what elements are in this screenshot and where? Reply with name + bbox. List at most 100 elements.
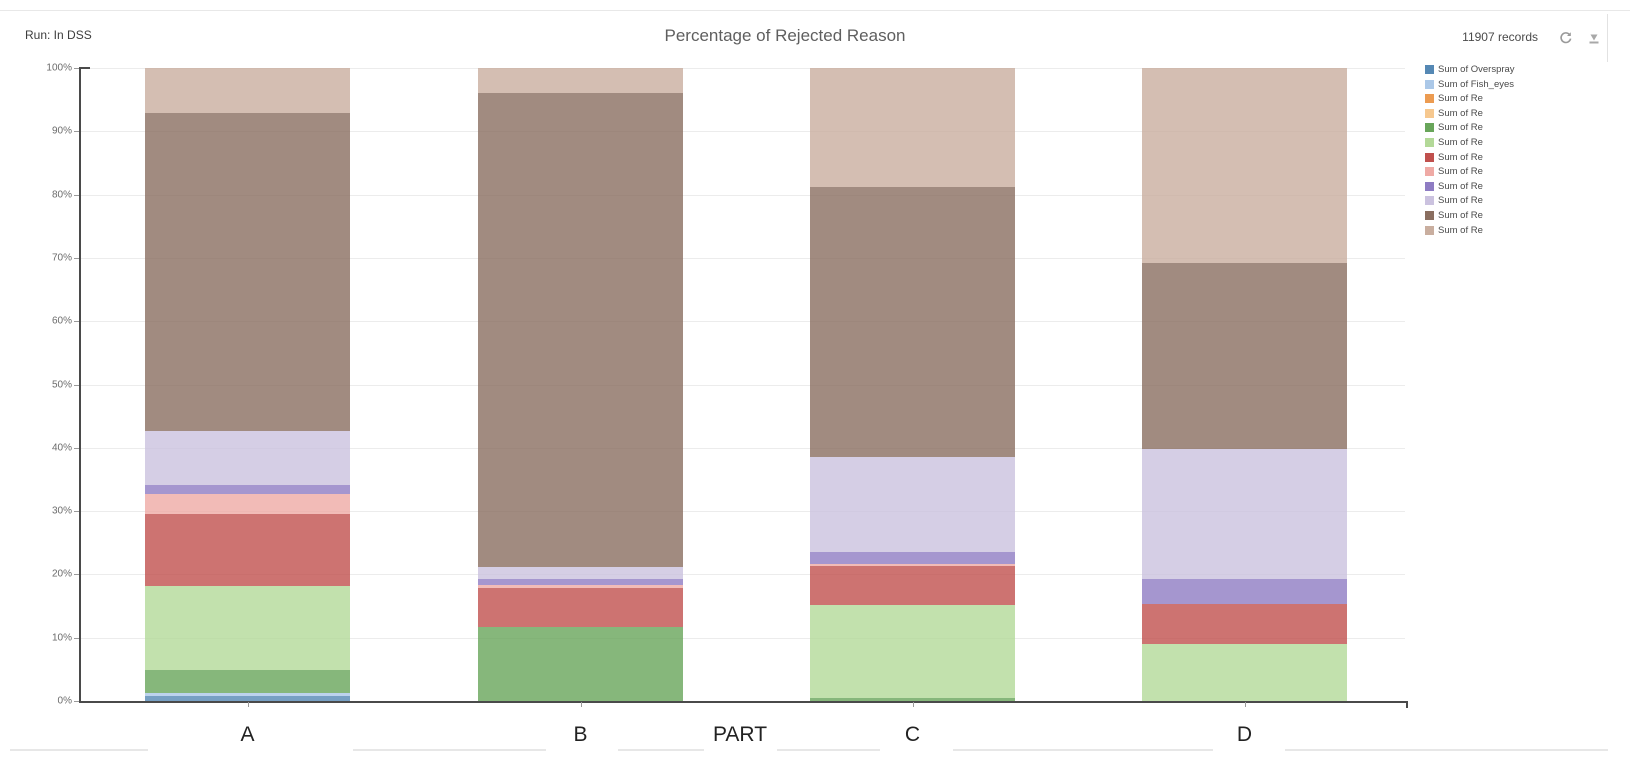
- legend-label: Sum of Re: [1438, 107, 1483, 119]
- legend-item[interactable]: Sum of Re: [1425, 224, 1483, 237]
- y-tick-label: 50%: [51, 379, 72, 390]
- legend-label: Sum of Re: [1438, 210, 1483, 221]
- bar-segment-C[interactable]: [810, 565, 1015, 605]
- legend-swatch: [1425, 181, 1434, 191]
- y-tick-label: 0%: [57, 695, 72, 707]
- gridline: [81, 194, 1405, 196]
- legend-label: Sum of Overspray: [1438, 64, 1515, 75]
- bar-segment-C[interactable]: [810, 604, 1015, 699]
- x-label-A: A: [240, 723, 255, 746]
- y-tick-label: 60%: [51, 315, 72, 327]
- run-label: Run: In DSS: [25, 28, 92, 42]
- y-tick: [74, 637, 80, 639]
- legend-item[interactable]: Sum of Fish_eyes: [1425, 78, 1514, 91]
- legend-item[interactable]: Sum of Re: [1425, 165, 1483, 178]
- axis-underline: [353, 749, 546, 751]
- bar-segment-D[interactable]: [1142, 262, 1347, 450]
- x-label-D: D: [1236, 723, 1253, 746]
- legend-swatch: [1425, 108, 1434, 118]
- axis-underline: [777, 749, 880, 751]
- x-label-B: B: [573, 723, 588, 746]
- bar-segment-A[interactable]: [145, 485, 350, 494]
- bar-segment-A[interactable]: [145, 695, 350, 701]
- axis-underline: [953, 749, 1213, 751]
- y-axis-line: [79, 67, 81, 702]
- y-tick-label: 10%: [51, 632, 72, 644]
- panel-divider: [1607, 14, 1608, 62]
- bar-segment-A[interactable]: [145, 68, 350, 113]
- bar-segment-D[interactable]: [1142, 603, 1347, 645]
- bar-segment-B[interactable]: [478, 68, 683, 93]
- y-tick: [74, 194, 80, 196]
- gridline: [81, 384, 1405, 386]
- bar-segment-A[interactable]: [145, 431, 350, 486]
- bar-segment-C[interactable]: [810, 457, 1015, 553]
- y-tick-label: 80%: [51, 189, 72, 201]
- legend-item[interactable]: Sum of Re: [1425, 194, 1483, 207]
- axis-underline: [10, 749, 148, 751]
- y-tick: [74, 447, 80, 449]
- gridline: [81, 68, 1405, 69]
- bar-segment-D[interactable]: [1142, 579, 1347, 604]
- legend-swatch: [1425, 196, 1434, 206]
- legend-label: Sum of Re: [1438, 195, 1483, 207]
- bar-segment-A[interactable]: [145, 513, 350, 586]
- legend-label: Sum of Re: [1438, 224, 1483, 236]
- bar-segment-A[interactable]: [145, 669, 350, 693]
- legend-swatch: [1425, 167, 1434, 177]
- legend-item[interactable]: Sum of Re: [1425, 151, 1483, 164]
- bar-segment-C[interactable]: [810, 187, 1015, 458]
- x-axis-end-cap: [1406, 701, 1408, 708]
- refresh-icon[interactable]: [1558, 30, 1574, 46]
- y-tick-label: 100%: [46, 62, 72, 74]
- gridline: [81, 511, 1405, 513]
- y-tick: [74, 574, 80, 576]
- records-count: 11907 records: [1462, 30, 1538, 44]
- legend-item[interactable]: Sum of Re: [1425, 136, 1483, 149]
- bar-segment-B[interactable]: [478, 92, 683, 568]
- y-tick-label: 70%: [51, 252, 72, 264]
- y-tick-label: 40%: [51, 442, 72, 454]
- download-icon[interactable]: [1586, 30, 1602, 46]
- legend-label: Sum of Re: [1438, 137, 1483, 148]
- legend-item[interactable]: Sum of Overspray: [1425, 63, 1515, 76]
- bar-segment-B[interactable]: [478, 567, 683, 580]
- legend-item[interactable]: Sum of Re: [1425, 121, 1483, 134]
- axis-underline: [618, 749, 704, 751]
- bar-segment-A[interactable]: [145, 112, 350, 432]
- legend-swatch: [1425, 79, 1434, 89]
- y-tick: [74, 131, 80, 133]
- bar-segment-B[interactable]: [478, 579, 683, 586]
- legend-swatch: [1425, 211, 1434, 220]
- gridline: [81, 447, 1405, 449]
- bar-segment-A[interactable]: [145, 692, 350, 696]
- legend-item[interactable]: Sum of Re: [1425, 209, 1483, 222]
- y-tick-label: 90%: [51, 125, 72, 137]
- bar-segment-D[interactable]: [1142, 644, 1347, 701]
- bar-segment-A[interactable]: [145, 585, 350, 670]
- bar-segment-B[interactable]: [478, 626, 683, 701]
- y-tick: [74, 384, 80, 386]
- x-tick: [912, 702, 914, 707]
- top-border-line: [0, 10, 1630, 11]
- legend-swatch: [1425, 152, 1434, 162]
- bar-segment-C[interactable]: [810, 698, 1015, 701]
- legend-item[interactable]: Sum of Re: [1425, 92, 1483, 105]
- axis-underline: [1285, 749, 1608, 751]
- legend-label: Sum of Re: [1438, 151, 1483, 163]
- bar-segment-B[interactable]: [478, 585, 683, 588]
- bar-segment-B[interactable]: [478, 587, 683, 627]
- bar-segment-D[interactable]: [1142, 449, 1347, 580]
- gridline: [81, 574, 1405, 576]
- legend-item[interactable]: Sum of Re: [1425, 180, 1483, 193]
- y-tick: [74, 511, 80, 513]
- bar-segment-C[interactable]: [810, 552, 1015, 564]
- legend-label: Sum of Re: [1438, 93, 1483, 105]
- bar-segment-C[interactable]: [810, 68, 1015, 187]
- legend-swatch: [1425, 123, 1434, 133]
- bar-segment-A[interactable]: [145, 494, 350, 514]
- bar-segment-D[interactable]: [1142, 68, 1347, 263]
- bar-segment-C[interactable]: [810, 563, 1015, 566]
- legend-item[interactable]: Sum of Re: [1425, 107, 1483, 120]
- x-tick: [1244, 702, 1246, 707]
